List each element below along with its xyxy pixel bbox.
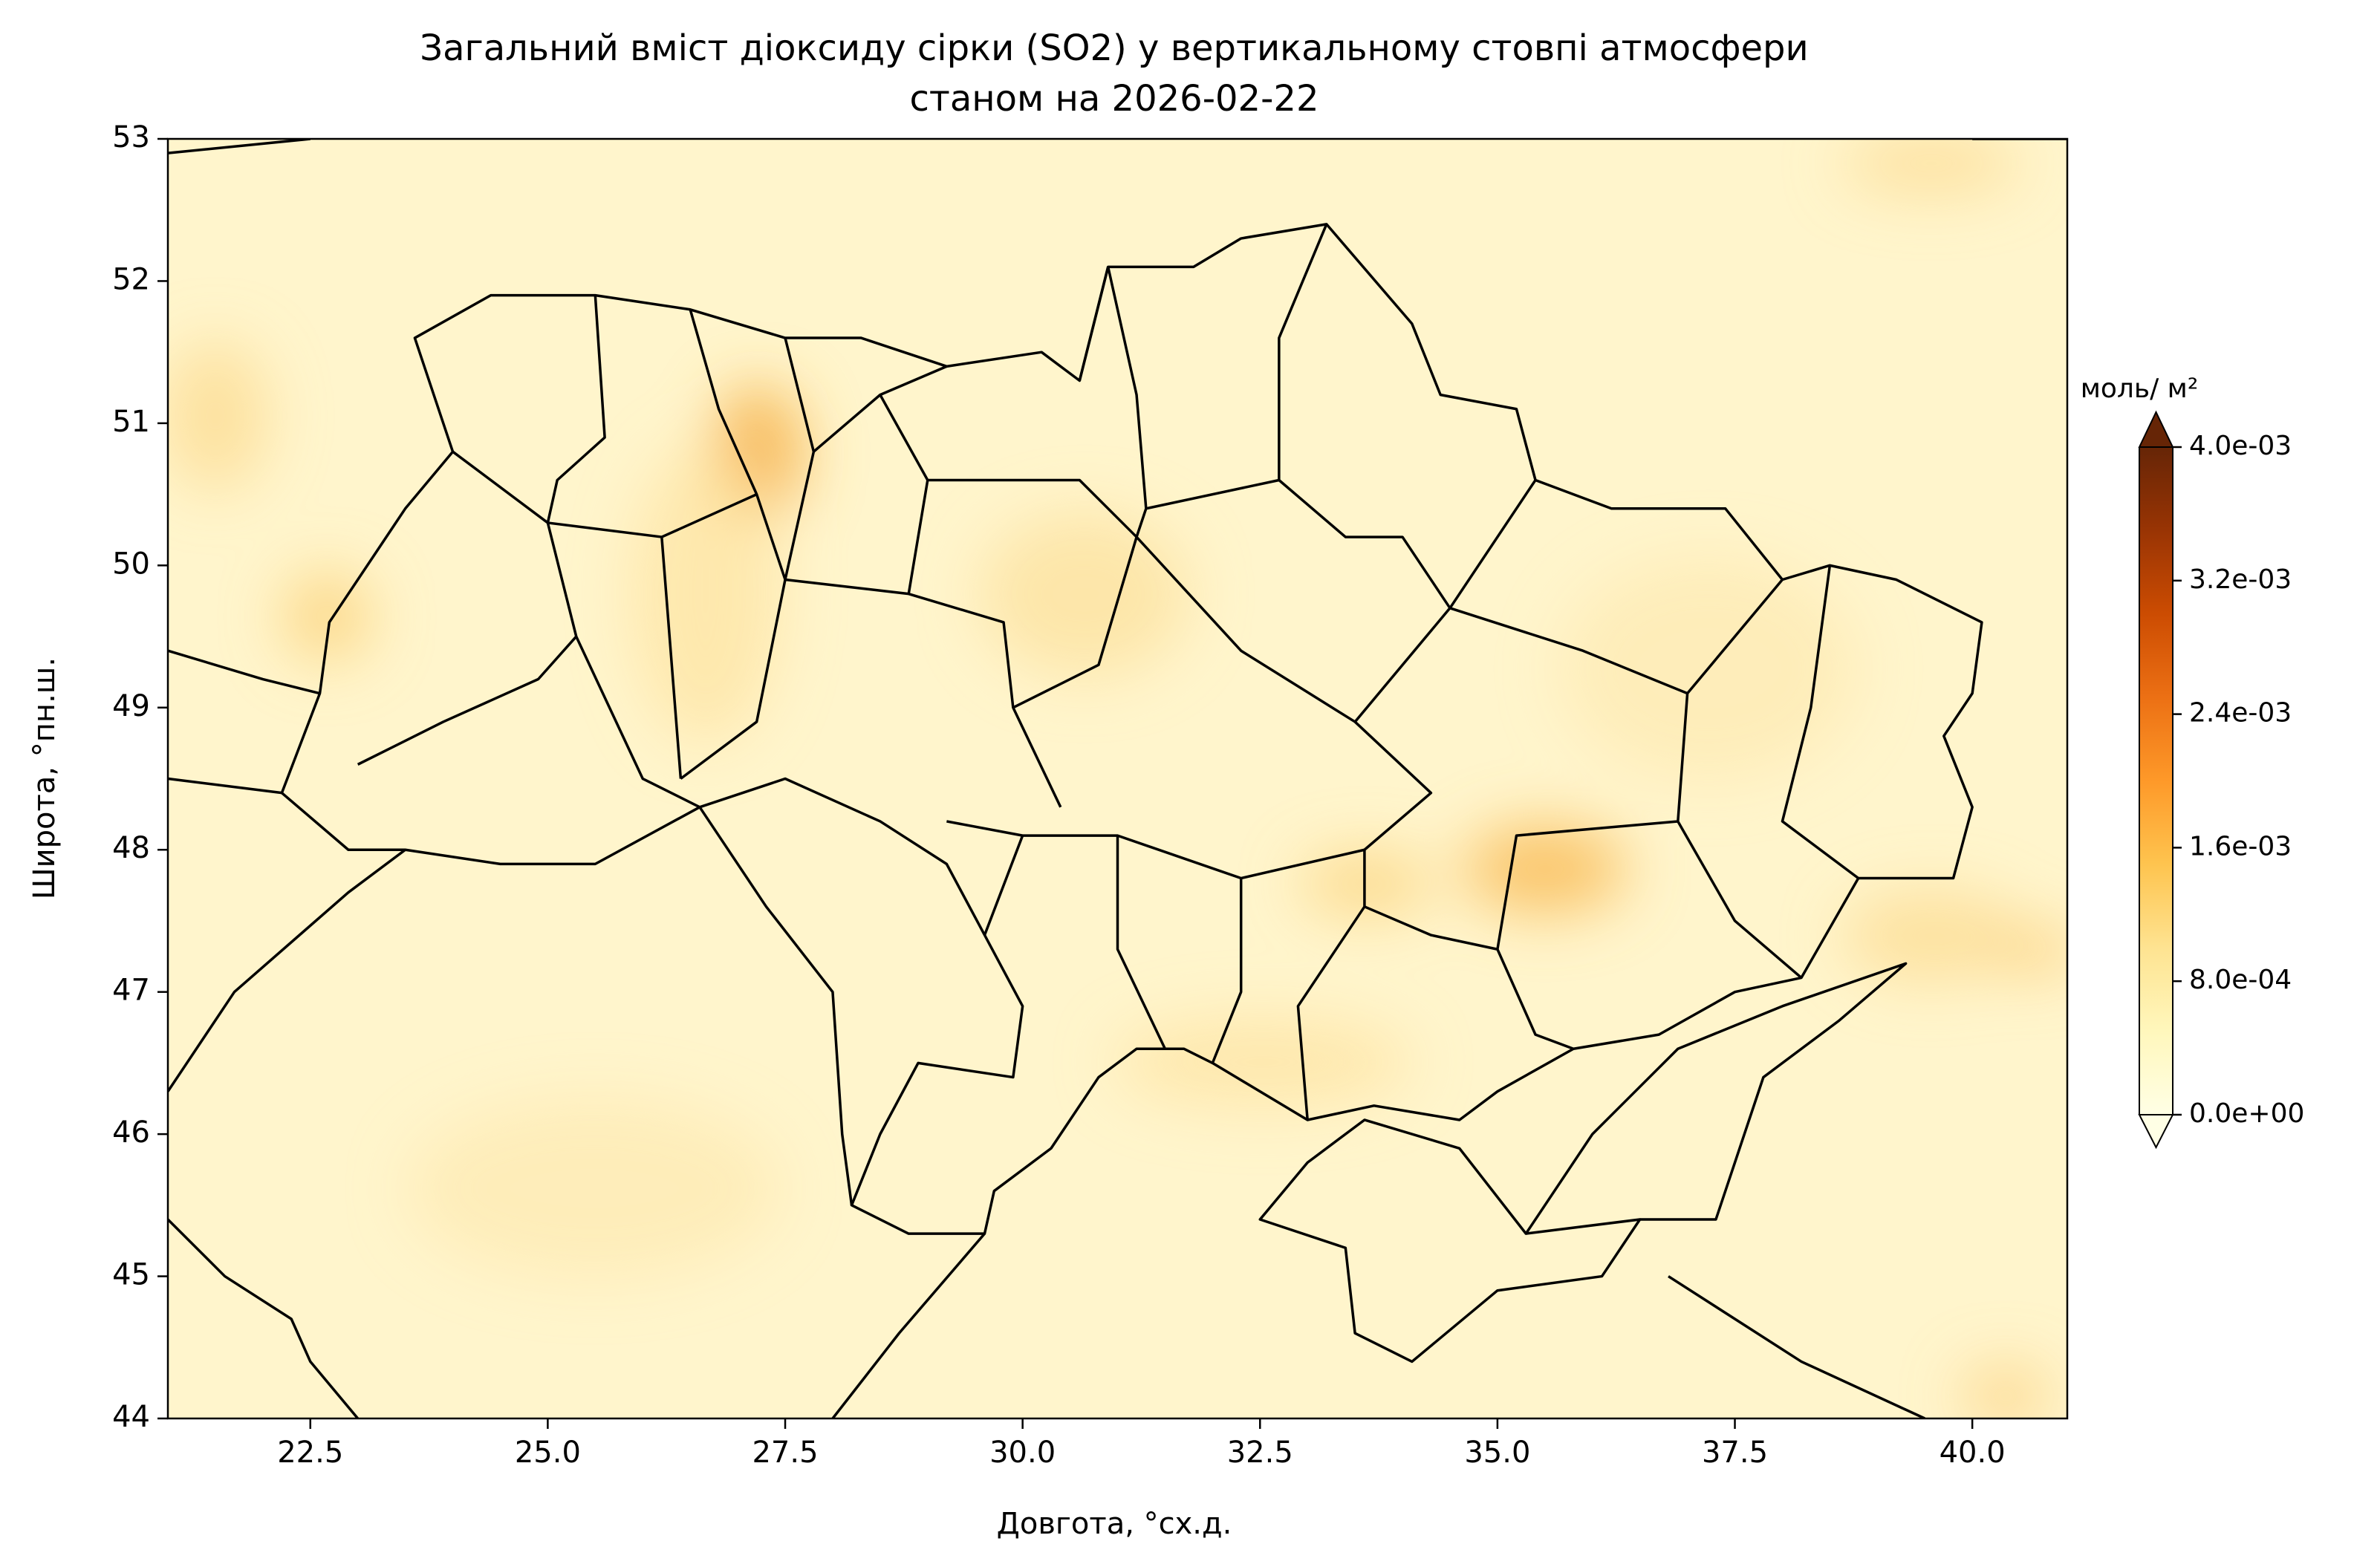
y-tick-label: 44 [112, 1400, 150, 1434]
x-tick-label: 27.5 [752, 1436, 818, 1470]
y-tick-label: 46 [112, 1115, 150, 1150]
colorbar-tick-label: 0.0e+00 [2189, 1098, 2304, 1129]
x-tick-label: 37.5 [1702, 1436, 1768, 1470]
y-tick-label: 50 [112, 547, 150, 581]
black-sea-coast [168, 1219, 1925, 1418]
chart-subtitle: станом на 2026-02-22 [910, 78, 1319, 120]
colorbar-tick-label: 8.0e-04 [2189, 965, 2292, 995]
neighbour-borders [168, 139, 2067, 1205]
colorbar-tick-label: 3.2e-03 [2189, 564, 2292, 595]
x-tick-label: 35.0 [1464, 1436, 1530, 1470]
colorbar [2139, 447, 2173, 1115]
field-texture [168, 139, 2067, 1418]
colorbar-frame [2139, 447, 2173, 1115]
plot-frame [166, 137, 2069, 1420]
colorbar-tick-label: 1.6e-03 [2189, 831, 2292, 861]
borders [168, 139, 2067, 1418]
colorbar-label: моль/ м² [2081, 374, 2199, 404]
y-tick-label: 47 [112, 974, 150, 1008]
x-tick-label: 30.0 [989, 1436, 1056, 1470]
x-tick-label: 32.5 [1227, 1436, 1293, 1470]
x-tick-label: 25.0 [515, 1436, 581, 1470]
colorbar-tick-label: 4.0e-03 [2189, 431, 2292, 461]
crimea-border [1260, 1120, 1639, 1361]
chart-title: Загальний вміст діоксиду сірки (SO2) у в… [420, 27, 1808, 69]
colorbar-extend-bottom [2138, 1114, 2174, 1150]
x-tick-label: 22.5 [277, 1436, 343, 1470]
colorbar-extend-top [2138, 410, 2174, 448]
y-tick-label: 52 [112, 262, 150, 296]
map-area [168, 139, 2067, 1418]
y-tick-label: 45 [112, 1258, 150, 1292]
colorbar-tick-label: 2.4e-03 [2189, 698, 2292, 729]
oblast-borders [358, 224, 1859, 1120]
ukraine-border [282, 224, 1982, 1234]
azov-coast [1526, 963, 1905, 1234]
y-tick-label: 51 [112, 405, 150, 439]
y-tick-label: 48 [112, 831, 150, 865]
y-axis-label: Широта, °пн.ш. [27, 657, 62, 899]
y-tick-label: 53 [112, 120, 150, 154]
x-axis-label: Довгота, °сх.д. [997, 1507, 1232, 1541]
y-tick-label: 49 [112, 689, 150, 723]
x-tick-label: 40.0 [1940, 1436, 2006, 1470]
